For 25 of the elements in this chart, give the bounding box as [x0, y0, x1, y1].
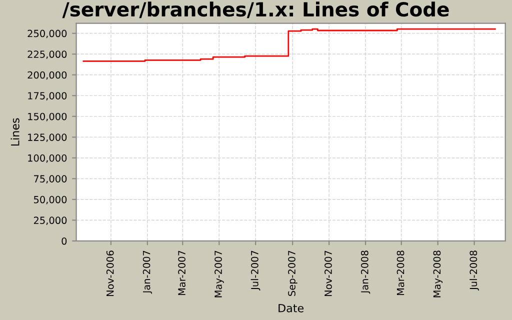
x-tick-label: Jul-2008 [470, 250, 479, 290]
x-tick-label: May-2007 [214, 250, 224, 298]
y-tick-label: 75,000 [34, 175, 67, 184]
y-tick-label: 100,000 [28, 154, 67, 163]
x-tick-label: Nov-2007 [324, 250, 332, 296]
x-tick-label: Jan-2008 [360, 250, 370, 294]
chart-title: /server/branches/1.x: Lines of Code [62, 2, 449, 18]
x-tick-label: May-2008 [433, 250, 443, 298]
x-tick-label: Nov-2006 [106, 250, 114, 296]
y-tick-label: 150,000 [28, 112, 67, 122]
y-tick-label: 200,000 [28, 71, 67, 80]
x-tick-label: Jan-2007 [142, 250, 152, 294]
y-tick-label: 175,000 [28, 92, 67, 100]
x-tick-label: Mar-2007 [178, 250, 186, 296]
x-tick-label: Jul-2007 [250, 250, 260, 290]
y-tick-label: 50,000 [34, 196, 67, 204]
y-tick-label: 0 [62, 237, 67, 245]
y-axis-title: Lines [10, 118, 20, 146]
x-tick-label: Mar-2008 [396, 250, 404, 296]
y-tick-label: 125,000 [28, 134, 67, 142]
y-tick-label: 25,000 [34, 216, 67, 226]
x-axis-title: Date [278, 304, 304, 312]
y-tick-label: 250,000 [28, 30, 67, 38]
x-tick-label: Sep-2007 [288, 250, 298, 296]
y-tick-label: 225,000 [28, 50, 67, 59]
